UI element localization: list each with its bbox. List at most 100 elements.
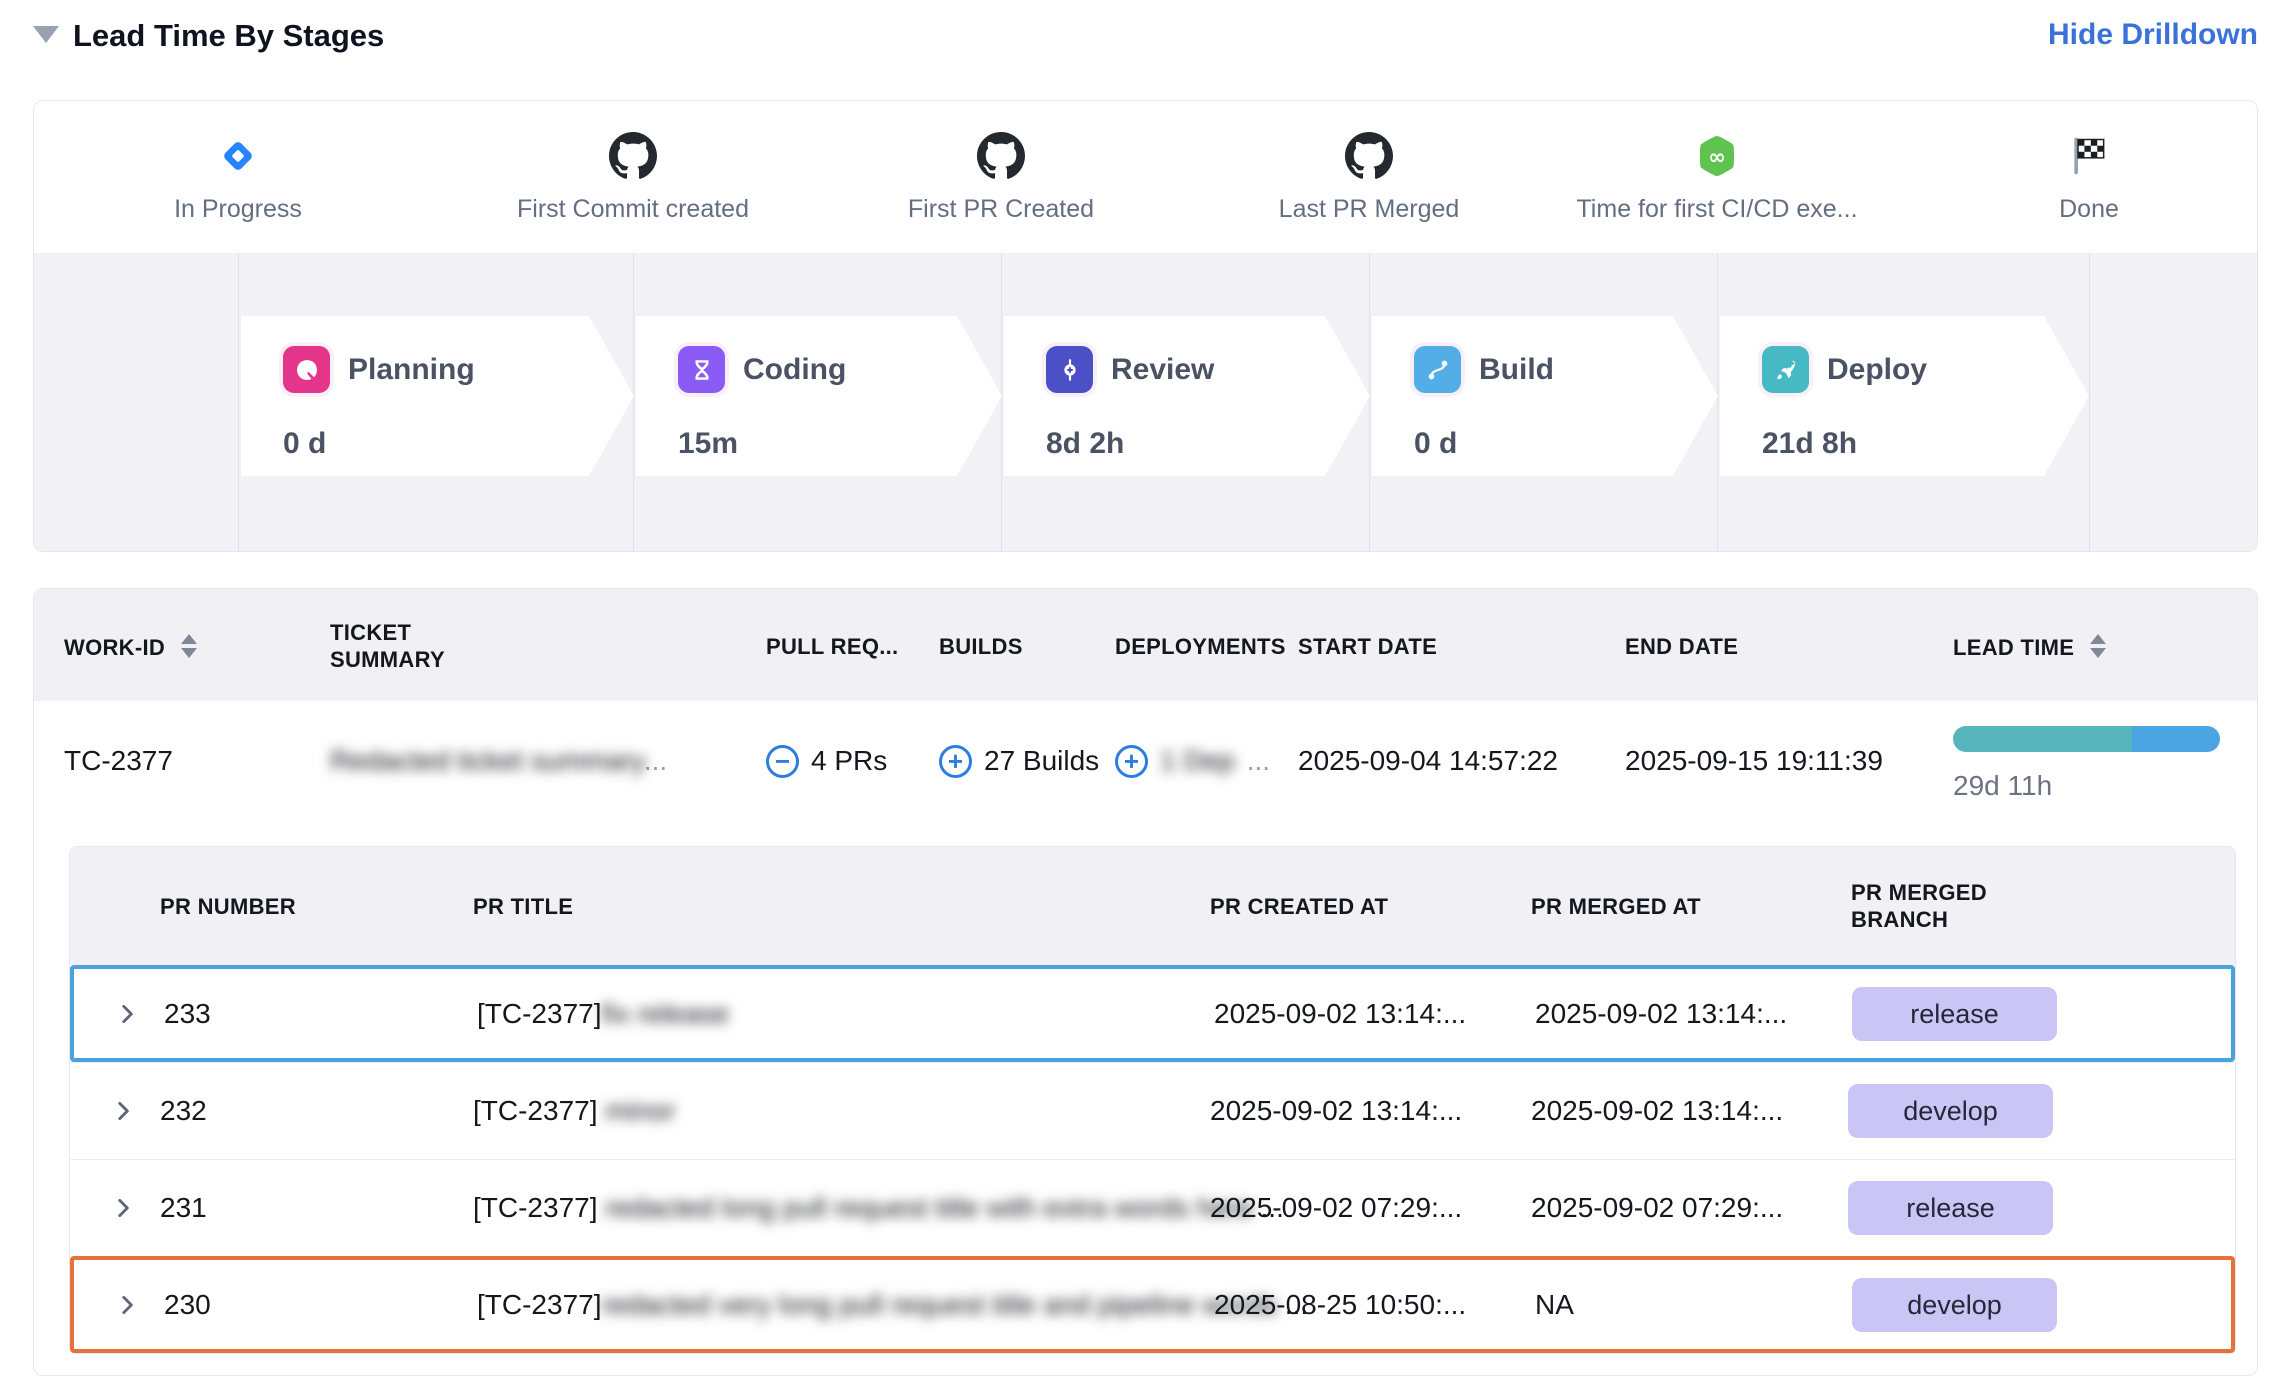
col-work-id: WORK-ID: [64, 633, 199, 661]
pr-number: 231: [160, 1160, 207, 1256]
lead-time-value: 29d 11h: [1953, 772, 2233, 800]
collapse-triangle-icon[interactable]: [33, 26, 59, 43]
chevron-right-icon[interactable]: [114, 969, 140, 1058]
pr-created-at: 2025-08-25 10:50:...: [1214, 1260, 1466, 1349]
stage-duration: 0 d: [1414, 427, 1718, 461]
lead-time-bar: [1953, 726, 2220, 752]
col-pr-created-at: PR CREATED AT: [1210, 893, 1388, 920]
start-date-cell: 2025-09-04 14:57:22: [1298, 701, 1558, 821]
sort-icon[interactable]: [177, 633, 199, 659]
expand-circle-icon[interactable]: [939, 745, 972, 778]
milestone-label: First PR Created: [821, 195, 1181, 224]
lead-time-cell: 29d 11h: [1953, 701, 2233, 800]
github-icon: [453, 125, 813, 187]
pr-number: 230: [164, 1260, 211, 1349]
stage-review: Review 8d 2h: [1004, 316, 1370, 476]
builds-cell[interactable]: 27 Builds: [939, 701, 1099, 821]
col-pr-merged-at: PR MERGED AT: [1531, 893, 1701, 920]
milestone-label: Time for first CI/CD exe...: [1537, 195, 1897, 224]
svg-text:∞: ∞: [1708, 144, 1726, 169]
pr-title: [TC-2377] redacted long pull request tit…: [473, 1160, 1284, 1256]
pr-branch-cell: develop: [1848, 1063, 2053, 1159]
column-divider: [633, 253, 634, 552]
github-icon: [821, 125, 1181, 187]
hide-drilldown-link[interactable]: Hide Drilldown: [2048, 18, 2258, 52]
pr-branch-cell: develop: [1852, 1260, 2057, 1349]
branch-badge: release: [1852, 987, 2057, 1041]
column-divider: [2089, 253, 2090, 552]
pr-merged-at: NA: [1535, 1260, 1574, 1349]
pr-created-at: 2025-09-02 13:14:...: [1210, 1063, 1462, 1159]
pr-table-header: PR NUMBER PR TITLE PR CREATED AT PR MERG…: [70, 847, 2235, 965]
chevron-right-icon[interactable]: [114, 1260, 140, 1349]
column-divider: [1717, 253, 1718, 552]
coding-hourglass-icon: [678, 346, 725, 393]
collapse-circle-icon[interactable]: [766, 745, 799, 778]
end-date-cell: 2025-09-15 19:11:39: [1625, 701, 1883, 821]
col-pull-requests: PULL REQ...: [766, 633, 898, 660]
col-deployments: DEPLOYMENTS: [1115, 633, 1286, 660]
work-table-card: WORK-ID TICKET SUMMARY PULL REQ... BUILD…: [33, 588, 2258, 1376]
column-divider: [238, 253, 239, 552]
pr-created-at: 2025-09-02 13:14:...: [1214, 969, 1466, 1058]
pr-merged-at: 2025-09-02 13:14:...: [1531, 1063, 1783, 1159]
pr-merged-at: 2025-09-02 07:29:...: [1531, 1160, 1783, 1256]
column-divider: [1369, 253, 1370, 552]
pr-title: [TC-2377]redacted very long pull request…: [477, 1260, 1308, 1349]
pr-branch-cell: release: [1852, 969, 2057, 1058]
col-start-date: START DATE: [1298, 633, 1437, 660]
milestone-label: Last PR Merged: [1189, 195, 1549, 224]
lead-bar-blue-segment: [2132, 726, 2220, 752]
pr-title: [TC-2377] minor: [473, 1063, 675, 1159]
col-pr-number: PR NUMBER: [160, 893, 296, 920]
deployments-cell[interactable]: 1 Dep...: [1115, 701, 1270, 821]
milestone-last-pr-merged: Last PR Merged: [1189, 125, 1549, 224]
pull-requests-cell[interactable]: 4 PRs: [766, 701, 887, 821]
stage-build: Build 0 d: [1372, 316, 1718, 476]
pr-row-232[interactable]: 232 [TC-2377] minor 2025-09-02 13:14:...…: [70, 1062, 2235, 1159]
redacted-text: fix release: [602, 998, 730, 1030]
stage-band: Planning 0 d Coding 15m Revi: [34, 253, 2257, 552]
work-row-tc-2377[interactable]: TC-2377 Redacted ticket summary... 4 PRs…: [34, 701, 2257, 821]
redacted-text: minor: [605, 1095, 675, 1127]
chevron-right-icon[interactable]: [110, 1063, 136, 1159]
lead-bar-teal-segment: [1953, 726, 2132, 752]
github-icon: [1189, 125, 1549, 187]
milestone-cicd: ∞ Time for first CI/CD exe...: [1537, 125, 1897, 224]
col-ticket-summary: TICKET SUMMARY: [330, 619, 490, 673]
work-table-header: WORK-ID TICKET SUMMARY PULL REQ... BUILD…: [34, 589, 2257, 701]
chevron-right-icon[interactable]: [110, 1160, 136, 1256]
pr-created-at: 2025-09-02 07:29:...: [1210, 1160, 1462, 1256]
stage-planning: Planning 0 d: [241, 316, 634, 476]
stages-card: In Progress First Commit created First P…: [33, 100, 2258, 552]
redacted-text: redacted long pull request title with ex…: [605, 1192, 1252, 1224]
col-pr-title: PR TITLE: [473, 893, 573, 920]
pr-merged-at: 2025-09-02 13:14:...: [1535, 969, 1787, 1058]
branch-badge: develop: [1852, 1278, 2057, 1332]
expand-circle-icon[interactable]: [1115, 745, 1148, 778]
branch-badge: develop: [1848, 1084, 2053, 1138]
pr-row-233[interactable]: 233 [TC-2377]fix release 2025-09-02 13:1…: [70, 965, 2235, 1062]
panel-header: Lead Time By Stages Hide Drilldown: [33, 14, 2258, 64]
work-id-cell: TC-2377: [64, 701, 173, 821]
stage-duration: 21d 8h: [1762, 427, 2089, 461]
milestone-first-commit: First Commit created: [453, 125, 813, 224]
redacted-text: redacted very long pull request title an…: [602, 1289, 1278, 1321]
stage-coding: Coding 15m: [636, 316, 1002, 476]
stage-duration: 15m: [678, 427, 1002, 461]
milestone-label: Done: [1909, 195, 2258, 224]
pr-title: [TC-2377]fix release: [477, 969, 729, 1058]
col-lead-time: LEAD TIME: [1953, 633, 2108, 661]
cicd-icon: ∞: [1537, 125, 1897, 187]
pr-row-231[interactable]: 231 [TC-2377] redacted long pull request…: [70, 1159, 2235, 1256]
milestone-done: Done: [1909, 125, 2258, 224]
stage-name: Review: [1111, 353, 1214, 387]
sort-icon[interactable]: [2086, 633, 2108, 659]
milestone-label: First Commit created: [453, 195, 813, 224]
jira-status-icon: [58, 125, 418, 187]
stage-name: Build: [1479, 353, 1554, 387]
page-title: Lead Time By Stages: [73, 18, 384, 54]
pr-row-230[interactable]: 230 [TC-2377]redacted very long pull req…: [70, 1256, 2235, 1353]
deploy-rocket-icon: [1762, 346, 1809, 393]
pr-number: 232: [160, 1063, 207, 1159]
